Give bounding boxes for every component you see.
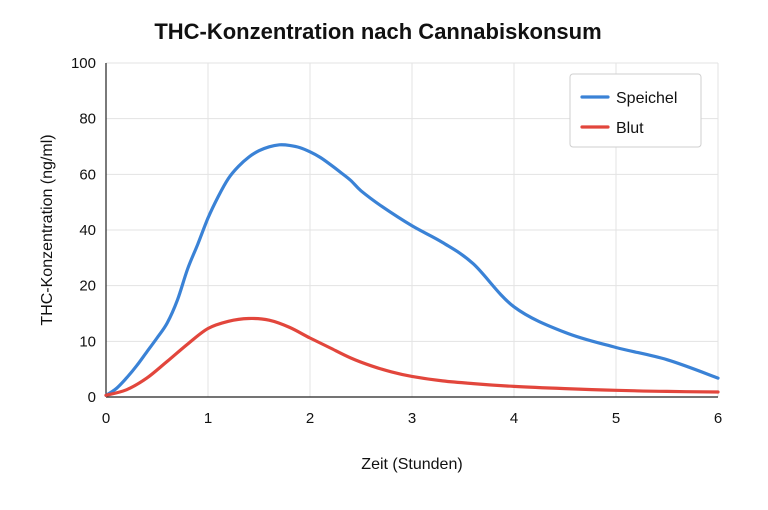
legend: Speichel Blut [569, 73, 702, 148]
chart-title: THC-Konzentration nach Cannabiskonsum [154, 19, 601, 44]
x-tick-label: 0 [102, 410, 110, 427]
y-tick-label: 60 [79, 166, 96, 183]
y-tick-labels: 0 10 20 40 60 80 100 [71, 55, 96, 406]
x-tick-label: 5 [612, 410, 620, 427]
legend-label-blut: Blut [616, 120, 644, 137]
y-tick-label: 80 [79, 111, 96, 128]
x-tick-label: 3 [408, 410, 416, 427]
x-tick-label: 2 [306, 410, 314, 427]
series-line-blut [104, 316, 720, 397]
y-tick-label: 0 [88, 389, 96, 406]
y-tick-label: 20 [79, 278, 96, 295]
x-axis-label: Zeit (Stunden) [361, 456, 462, 473]
axes [105, 63, 718, 398]
x-tick-label: 1 [204, 410, 212, 427]
x-tick-labels: 0 1 2 3 4 5 6 [102, 410, 722, 427]
y-axis-label: THC-Konzentration (ng/ml) [39, 134, 56, 325]
x-tick-label: 6 [714, 410, 722, 427]
y-tick-label: 10 [79, 333, 96, 350]
x-tick-label: 4 [510, 410, 518, 427]
y-tick-label: 40 [79, 222, 96, 239]
legend-label-speichel: Speichel [616, 90, 677, 107]
legend-box [569, 73, 702, 148]
y-tick-label: 100 [71, 55, 96, 72]
series-line-speichel [104, 143, 720, 397]
series-lines [104, 143, 720, 397]
